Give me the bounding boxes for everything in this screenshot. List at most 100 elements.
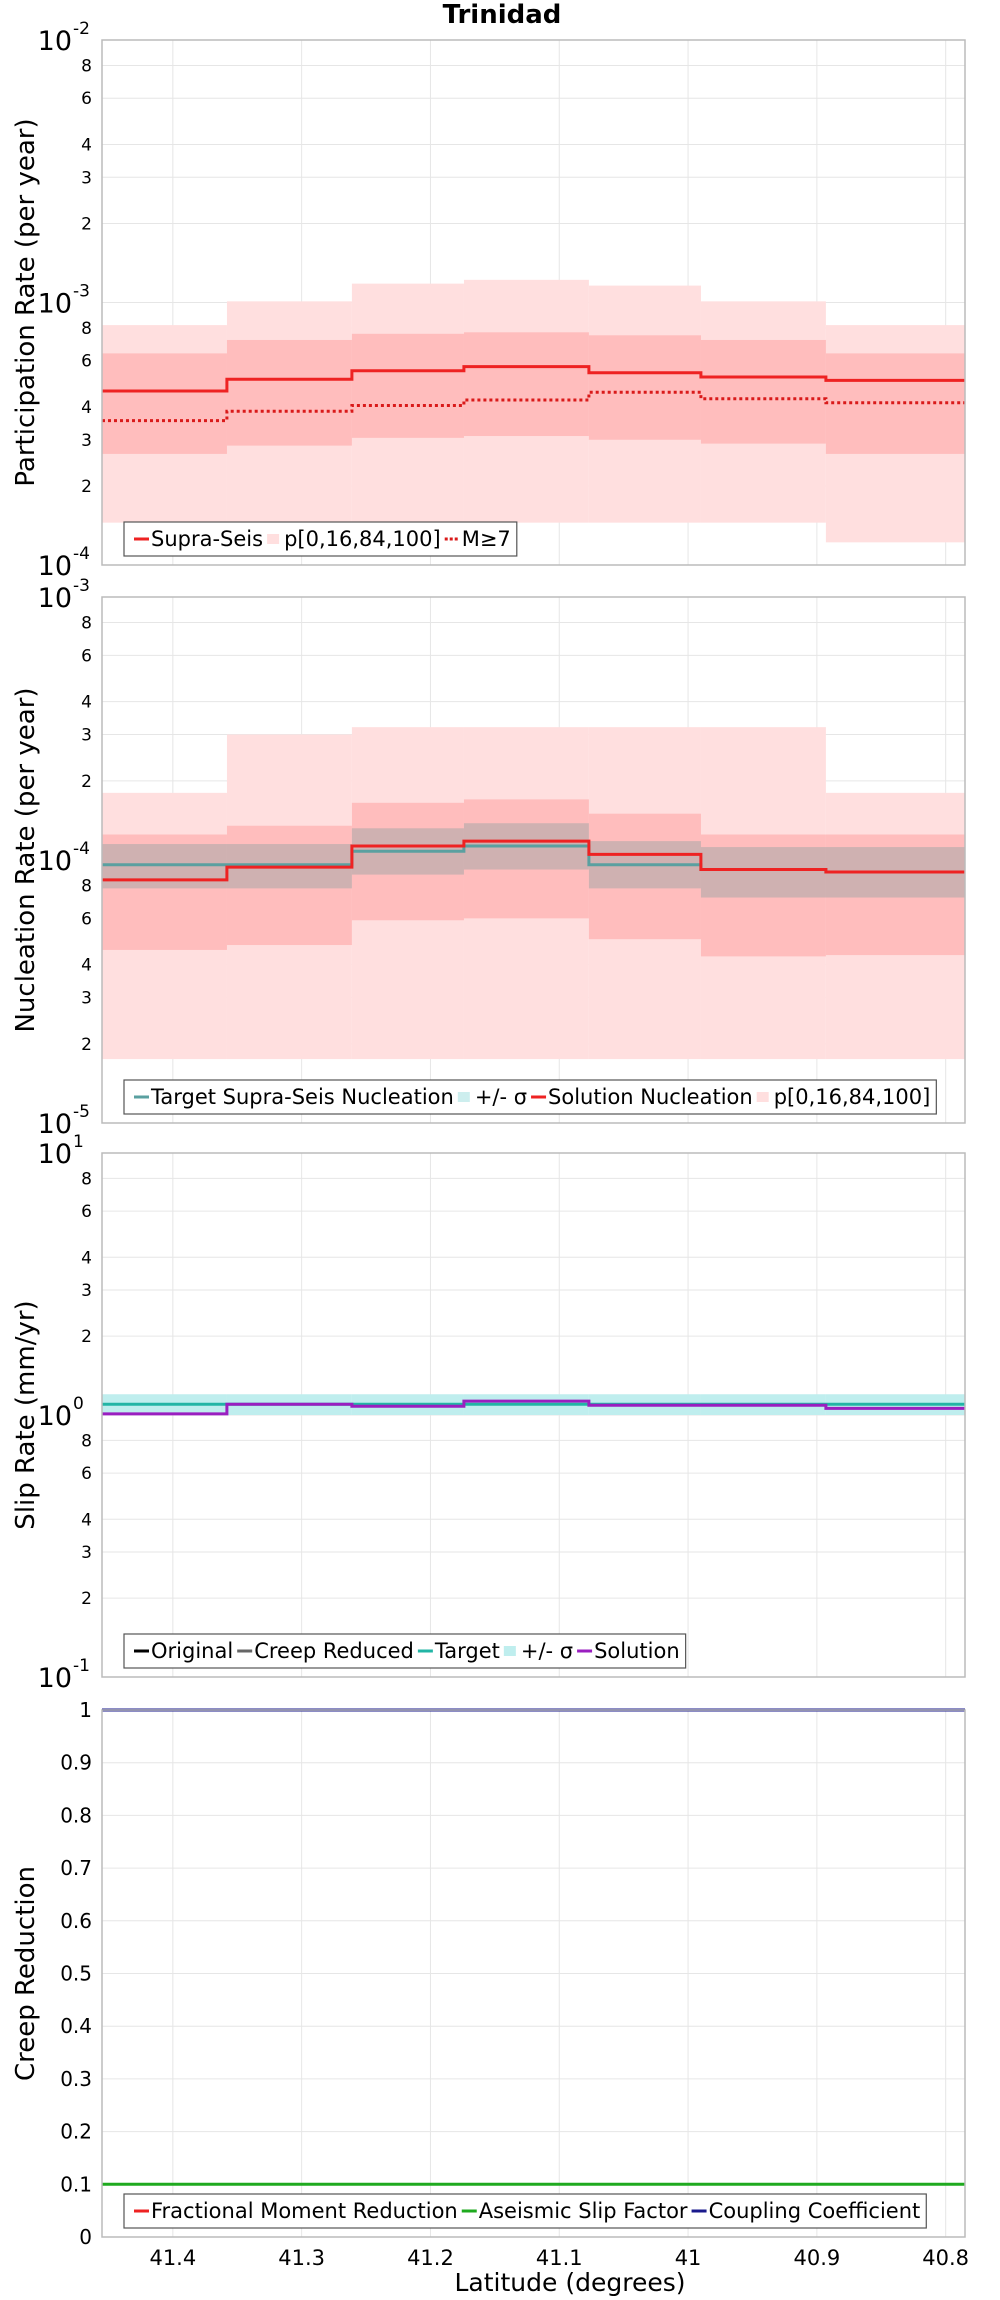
y-tick-label: 2 <box>81 772 92 792</box>
y-tick-label: 0.7 <box>60 1856 92 1880</box>
y-tick-label: 4 <box>81 1510 92 1530</box>
y-tick-label: 6 <box>81 89 92 109</box>
band-p16-84 <box>700 339 826 444</box>
y-tick-decade: 10 <box>38 1109 72 1140</box>
y-tick-exponent: 0 <box>73 1394 84 1414</box>
y-tick-exponent: -1 <box>73 1656 90 1676</box>
y-tick-label: 8 <box>81 876 92 896</box>
legend-label: Original <box>151 1639 233 1663</box>
x-tick-label: 40.9 <box>793 2246 840 2270</box>
y-tick-label: 2 <box>81 477 92 497</box>
y-axis-label: Participation Rate (per year) <box>11 118 41 486</box>
y-tick-decade: 10 <box>38 1663 72 1694</box>
y-tick-decade: 10 <box>38 551 72 582</box>
y-tick-decade: 10 <box>38 1401 72 1432</box>
x-tick-label: 41.3 <box>278 2246 325 2270</box>
chart-title: Trinidad <box>443 0 562 30</box>
y-tick-label: 2 <box>81 214 92 234</box>
x-tick-label: 41.4 <box>149 2246 196 2270</box>
legend-label: Creep Reduced <box>254 1639 414 1663</box>
legend: Supra-Seis p[0,16,84,100] M≥7 <box>123 521 518 557</box>
legend-swatch <box>267 534 280 544</box>
series-M≥7 <box>102 390 965 423</box>
x-tick-label: 41.2 <box>407 2246 454 2270</box>
legend-label: Supra-Seis <box>151 527 263 551</box>
legend-label: M≥7 <box>462 527 511 551</box>
y-tick-label: 2 <box>81 1589 92 1609</box>
y-tick-exponent: -5 <box>73 1102 90 1122</box>
y-tick-label: 0.1 <box>60 2172 92 2196</box>
band-p16-84 <box>825 353 965 454</box>
x-axis-label: Latitude (degrees) <box>455 2268 686 2297</box>
y-tick-label: 0.3 <box>60 2067 92 2091</box>
legend-label: p[0,16,84,100] <box>774 1085 931 1109</box>
legend: Original Creep Reduced Target +/- σ Solution <box>123 1633 687 1669</box>
plot-frame <box>101 596 966 1124</box>
x-axis: 41.4 41.3 41.2 41.1 41 40.9 40.8 <box>149 2246 969 2270</box>
y-tick-label: 2 <box>81 1327 92 1347</box>
y-tick-label: 0.8 <box>60 1803 92 1827</box>
y-tick-label: 4 <box>81 693 92 713</box>
y-tick-decade: 10 <box>38 846 72 877</box>
y-tick-label: 6 <box>81 909 92 929</box>
y-tick-label: 4 <box>81 956 92 976</box>
y-tick-label: 0 <box>79 2225 92 2249</box>
band-p16-84 <box>102 353 227 454</box>
legend-label: Solution <box>594 1639 680 1663</box>
legend-box <box>123 2193 927 2229</box>
plot-frame <box>101 1152 966 1678</box>
y-axis-label: Nucleation Rate (per year) <box>11 687 41 1032</box>
legend-label: Target <box>434 1639 500 1663</box>
y-tick-label: 8 <box>81 1431 92 1451</box>
y-tick-decade: 10 <box>38 289 72 320</box>
y-tick-label: 8 <box>81 319 92 339</box>
plot-frame <box>101 39 966 566</box>
y-tick-label: 3 <box>81 1543 92 1563</box>
legend-box <box>123 521 518 557</box>
band-+/- σ <box>102 844 227 889</box>
y-tick-label: 6 <box>81 646 92 666</box>
legend-swatch <box>503 1646 516 1656</box>
band-+/- σ <box>700 847 826 898</box>
y-axis-label: Creep Reduction <box>11 1866 41 2081</box>
y-tick-exponent: 1 <box>73 1132 84 1152</box>
band-p16-84 <box>463 332 589 437</box>
y-tick-exponent: -2 <box>73 19 90 39</box>
x-tick-label: 41 <box>675 2246 702 2270</box>
legend-label: Aseismic Slip Factor <box>479 2199 688 2223</box>
y-tick-label: 6 <box>81 352 92 372</box>
band-p16-84 <box>351 333 464 438</box>
y-tick-label: 8 <box>81 613 92 633</box>
y-tick-label: 8 <box>81 56 92 76</box>
band-p16-84 <box>226 339 352 446</box>
y-tick-decade: 10 <box>38 1139 72 1170</box>
panel-creep: 0 0.1 0.2 0.3 0.4 0.5 0.6 0.7 0.8 0.9 1 Creep Reduc… <box>11 1698 966 2249</box>
y-tick-label: 3 <box>81 431 92 451</box>
y-tick-label: 4 <box>81 398 92 418</box>
y-tick-label: 6 <box>81 1202 92 1222</box>
y-tick-label: 3 <box>81 726 92 746</box>
series-Solution <box>102 1399 965 1416</box>
legend-label: Target Supra-Seis Nucleation <box>150 1085 454 1109</box>
y-tick-label: 4 <box>81 1248 92 1268</box>
y-tick-label: 0.4 <box>60 2014 92 2038</box>
y-tick-label: 3 <box>81 168 92 188</box>
y-tick-label: 6 <box>81 1464 92 1484</box>
y-tick-label: 8 <box>81 1169 92 1189</box>
legend: Target Supra-Seis Nucleation +/- σ Solutio… <box>123 1079 937 1115</box>
legend-label: Coupling Coefficient <box>709 2199 921 2223</box>
x-tick-label: 40.8 <box>922 2246 969 2270</box>
y-tick-label: 0.6 <box>60 1909 92 1933</box>
y-tick-label: 2 <box>81 1035 92 1055</box>
y-tick-decade: 10 <box>38 583 72 614</box>
y-tick-label: 0.2 <box>60 2120 92 2144</box>
legend-swatch <box>756 1092 769 1102</box>
plot-frame <box>101 1709 966 2238</box>
band-p16-84 <box>588 335 701 440</box>
y-tick-label: 3 <box>81 1281 92 1301</box>
y-tick-exponent: -4 <box>73 839 90 859</box>
y-tick-exponent: -3 <box>73 282 90 302</box>
